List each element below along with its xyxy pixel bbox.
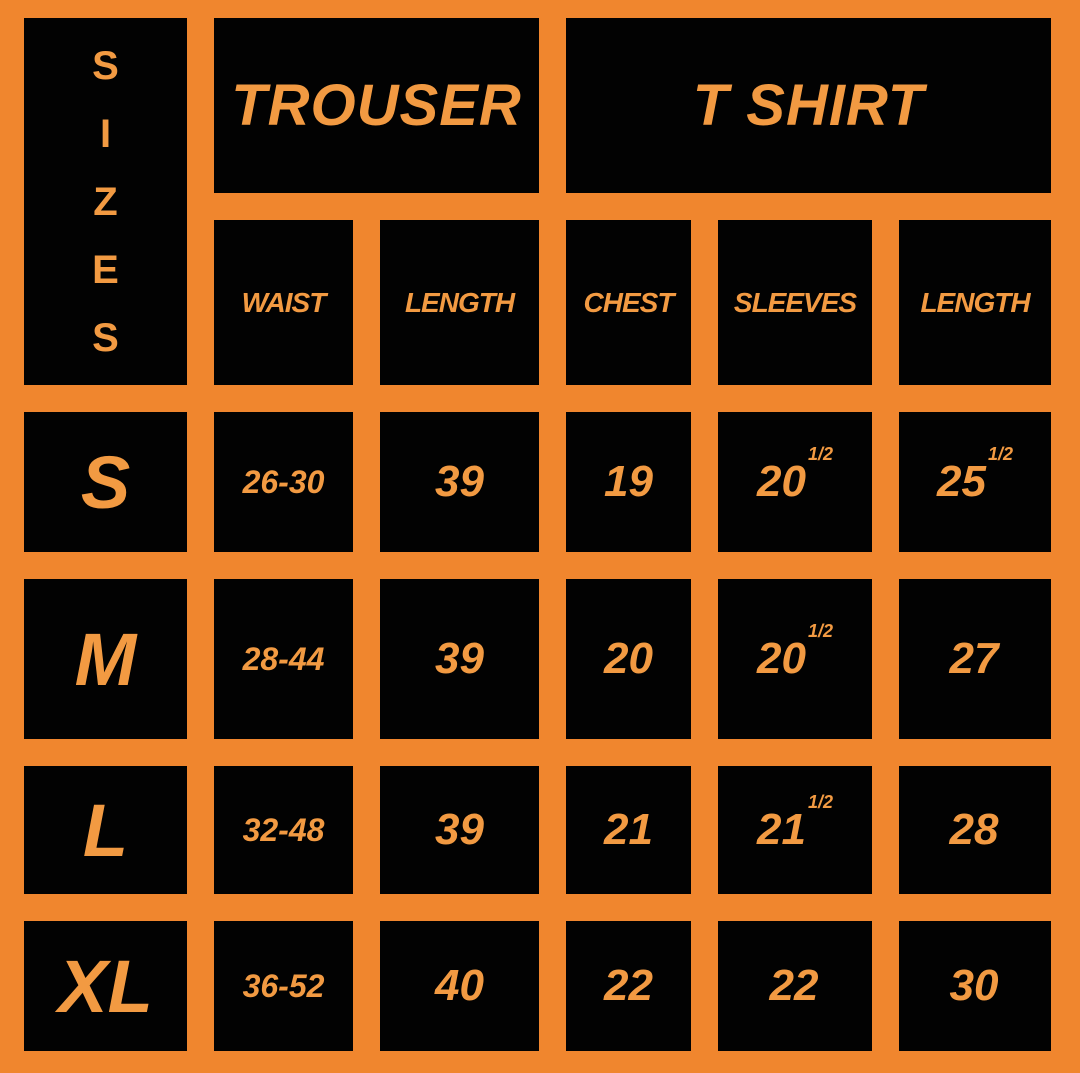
waist-cell-value: 26-30 [242,463,325,500]
chest-cell: 21 [566,766,691,894]
chest-cell-value: 19 [604,457,653,506]
waist-cell: 26-30 [214,412,353,552]
trouser-length-cell: 39 [380,579,539,739]
tshirt-length-cell-value: 28 [949,805,999,854]
sizes-letter: S [92,43,119,88]
sizes-letter: Z [93,179,118,224]
tshirt-length-cell-value: 25 [937,457,986,506]
size-label: M [24,579,187,739]
size-label-value: L [82,788,129,872]
waist-cell: 36-52 [214,921,353,1051]
column-header-sleeves: SLEEVES [718,220,872,385]
chest-cell-value: 21 [604,805,653,854]
trouser-length-cell-value: 40 [435,961,484,1010]
size-label-value: S [80,440,131,524]
tshirt-length-cell: 28 [899,766,1051,894]
sizes-header: S I Z E S [24,18,187,385]
sleeves-cell: 22 [718,921,872,1051]
waist-cell-value: 36-52 [242,967,325,1004]
size-label-value: XL [58,944,153,1028]
trouser-length-cell-value: 39 [435,634,484,683]
trouser-length-cell-value: 39 [435,805,484,854]
chest-cell-value: 22 [604,961,653,1010]
column-header-tshirt-length: LENGTH [899,220,1051,385]
chest-cell-value: 20 [604,634,653,683]
waist-cell: 28-44 [214,579,353,739]
size-label-value: M [74,617,137,701]
sleeves-cell: 20 1/2 [718,579,872,739]
sleeves-cell-value: 22 [769,961,819,1010]
waist-cell: 32-48 [214,766,353,894]
sizes-letter: E [92,247,119,292]
sizes-letter: I [99,111,112,156]
chest-cell: 19 [566,412,691,552]
sleeves-cell-fraction: 1/2 [807,791,833,812]
column-header-chest: CHEST [566,220,691,385]
tshirt-length-cell: 25 1/2 [899,412,1051,552]
sleeves-cell-fraction: 1/2 [807,443,833,464]
trouser-length-cell: 40 [380,921,539,1051]
column-header-trouser-length: LENGTH [380,220,539,385]
tshirt-length-cell-fraction: 1/2 [987,443,1013,464]
column-header-waist: WAIST [214,220,353,385]
chest-cell: 20 [566,579,691,739]
sleeves-cell-value: 20 [757,457,806,506]
sleeves-cell: 21 1/2 [718,766,872,894]
size-label: XL [24,921,187,1051]
trouser-header: TROUSER [214,18,539,193]
trouser-length-cell-value: 39 [435,457,484,506]
size-chart: S I Z E S TROUSER T SHIRT WAIST LENGTH C… [24,18,1051,1051]
tshirt-length-cell: 30 [899,921,1051,1051]
tshirt-header: T SHIRT [566,18,1051,193]
sleeves-cell: 20 1/2 [718,412,872,552]
size-label: L [24,766,187,894]
sleeves-cell-value: 20 [757,634,806,683]
sizes-letter: S [92,315,119,360]
tshirt-length-cell: 27 [899,579,1051,739]
waist-cell-value: 28-44 [242,640,325,677]
sleeves-cell-value: 21 [757,805,806,854]
size-label: S [24,412,187,552]
trouser-length-cell: 39 [380,412,539,552]
tshirt-length-cell-value: 27 [949,634,999,683]
waist-cell-value: 32-48 [242,811,325,848]
chest-cell: 22 [566,921,691,1051]
tshirt-length-cell-value: 30 [949,961,999,1010]
sleeves-cell-fraction: 1/2 [807,620,833,641]
trouser-length-cell: 39 [380,766,539,894]
